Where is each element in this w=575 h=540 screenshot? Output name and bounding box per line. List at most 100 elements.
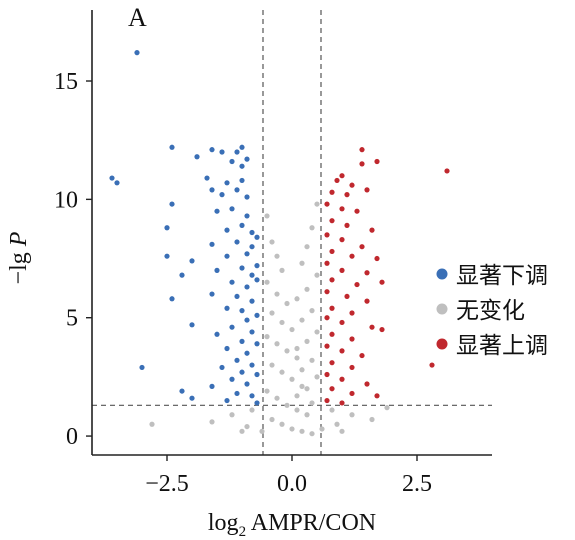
point-series-2-51 bbox=[324, 397, 330, 404]
point-series-2-43 bbox=[349, 364, 355, 371]
y-ticks: 0 5 10 15 bbox=[54, 69, 92, 450]
x-axis-title: log2 AMPR/CON bbox=[208, 510, 376, 540]
point-series-1-43 bbox=[304, 386, 310, 392]
legend-marker-1 bbox=[436, 303, 448, 315]
point-series-1-3 bbox=[279, 267, 285, 273]
point-series-0-39 bbox=[179, 272, 185, 278]
point-series-2-16 bbox=[324, 232, 330, 238]
point-series-0-52 bbox=[249, 329, 255, 335]
point-series-1-39 bbox=[294, 345, 300, 352]
point-series-2-41 bbox=[359, 352, 365, 359]
point-series-1-0 bbox=[264, 213, 270, 219]
point-series-1-30 bbox=[304, 244, 310, 250]
point-series-2-1 bbox=[374, 158, 380, 165]
point-series-1-1 bbox=[269, 239, 275, 245]
point-series-0-41 bbox=[244, 284, 250, 290]
point-series-0-69 bbox=[234, 390, 240, 397]
point-series-0-73 bbox=[254, 400, 260, 406]
point-series-1-29 bbox=[309, 225, 315, 231]
point-series-0-32 bbox=[189, 258, 195, 264]
point-series-0-15 bbox=[209, 187, 215, 193]
point-series-0-55 bbox=[239, 338, 245, 344]
point-series-0-46 bbox=[169, 296, 175, 302]
point-series-1-9 bbox=[289, 326, 295, 333]
point-series-0-48 bbox=[239, 308, 245, 314]
x-axis-title-base: log bbox=[208, 510, 239, 536]
point-series-1-4 bbox=[264, 279, 270, 285]
point-series-1-28 bbox=[314, 201, 320, 207]
legend-label-1: 无变化 bbox=[456, 298, 525, 324]
point-series-1-38 bbox=[304, 338, 310, 344]
point-series-1-12 bbox=[284, 348, 290, 354]
legend-label-2: 显著上调 bbox=[456, 333, 548, 359]
point-series-0-14 bbox=[239, 177, 245, 184]
point-series-1-10 bbox=[264, 334, 270, 340]
point-series-0-56 bbox=[254, 341, 260, 347]
axes bbox=[91, 10, 492, 456]
point-series-1-59 bbox=[339, 428, 345, 434]
point-series-0-42 bbox=[254, 277, 260, 283]
point-series-2-30 bbox=[364, 298, 370, 304]
point-series-0-51 bbox=[229, 324, 235, 330]
point-series-1-14 bbox=[269, 362, 275, 368]
point-series-0-47 bbox=[224, 305, 230, 311]
point-series-1-19 bbox=[274, 395, 280, 401]
point-series-0-40 bbox=[229, 279, 235, 285]
point-series-0-33 bbox=[224, 253, 230, 259]
x-tick-label-0: −2.5 bbox=[145, 471, 189, 497]
point-series-2-26 bbox=[354, 281, 360, 288]
point-series-2-28 bbox=[324, 289, 330, 295]
point-series-2-2 bbox=[359, 161, 365, 167]
point-series-0-66 bbox=[244, 381, 250, 387]
point-series-1-50 bbox=[329, 407, 335, 413]
point-series-1-13 bbox=[294, 355, 300, 361]
point-series-0-28 bbox=[234, 239, 240, 245]
point-series-0-17 bbox=[234, 187, 240, 193]
y-tick-label-1: 5 bbox=[66, 306, 78, 332]
point-series-0-7 bbox=[229, 158, 235, 165]
point-series-2-33 bbox=[324, 315, 330, 321]
point-series-1-36 bbox=[299, 317, 305, 323]
point-series-2-32 bbox=[349, 310, 355, 316]
point-series-1-6 bbox=[284, 300, 290, 307]
point-series-0-18 bbox=[244, 194, 250, 200]
point-series-2-6 bbox=[349, 182, 355, 188]
point-series-1-35 bbox=[309, 308, 315, 314]
y-axis-title: −lg P bbox=[6, 231, 32, 284]
x-ticks: −2.5 0.0 2.5 bbox=[145, 455, 432, 497]
point-series-2-29 bbox=[344, 293, 350, 300]
point-series-0-62 bbox=[239, 369, 245, 375]
point-series-0-60 bbox=[249, 362, 255, 368]
point-series-2-40 bbox=[339, 348, 345, 354]
point-series-1-26 bbox=[299, 428, 305, 434]
point-series-1-21 bbox=[294, 407, 300, 413]
point-series-1-48 bbox=[209, 419, 215, 425]
point-series-0-53 bbox=[189, 322, 195, 328]
point-series-0-57 bbox=[224, 345, 230, 352]
point-series-2-20 bbox=[349, 253, 355, 259]
point-series-1-7 bbox=[269, 310, 275, 316]
point-series-0-43 bbox=[209, 291, 215, 297]
legend-label-0: 显著下调 bbox=[456, 263, 548, 289]
point-series-1-32 bbox=[314, 272, 320, 278]
point-series-1-2 bbox=[274, 253, 280, 259]
point-series-0-6 bbox=[194, 154, 200, 160]
point-series-0-38 bbox=[249, 272, 255, 278]
point-series-0-29 bbox=[249, 244, 255, 250]
point-series-0-45 bbox=[249, 298, 255, 304]
point-series-1-53 bbox=[384, 405, 390, 411]
point-series-1-47 bbox=[229, 412, 235, 418]
point-series-2-4 bbox=[339, 173, 345, 179]
data-points bbox=[109, 50, 450, 437]
point-series-1-22 bbox=[304, 412, 310, 418]
x-axis-title-subscript: 2 bbox=[239, 524, 247, 540]
point-series-2-52 bbox=[339, 400, 345, 406]
point-series-2-18 bbox=[359, 244, 365, 250]
point-series-0-19 bbox=[169, 201, 175, 207]
point-series-2-15 bbox=[369, 227, 375, 233]
point-series-0-13 bbox=[224, 180, 230, 186]
point-series-2-12 bbox=[354, 208, 360, 214]
point-series-1-23 bbox=[269, 416, 275, 423]
point-series-2-27 bbox=[379, 279, 385, 285]
